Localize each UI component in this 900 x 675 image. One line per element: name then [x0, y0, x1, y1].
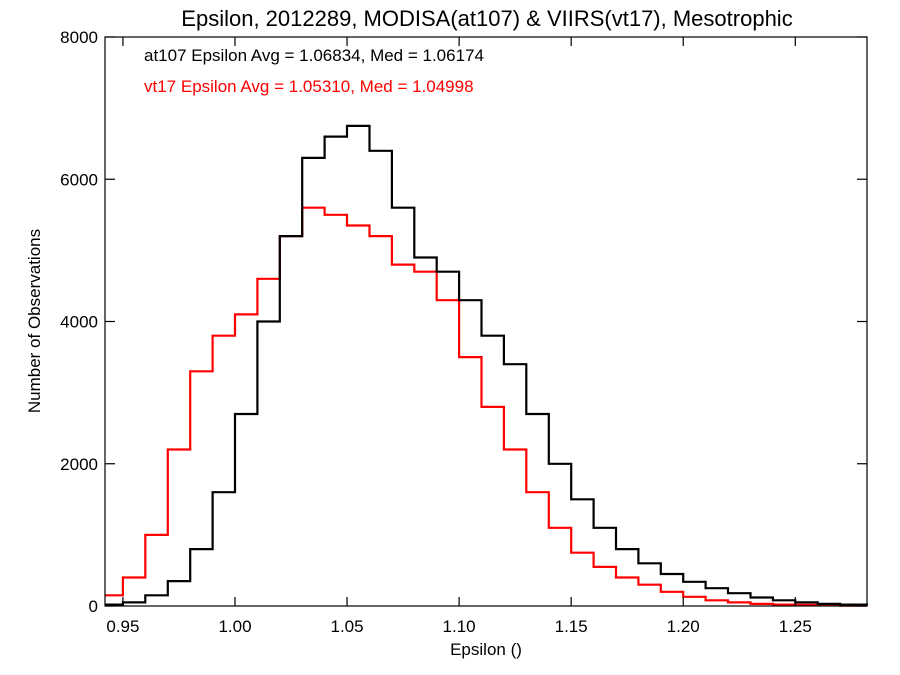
x-tick-label: 1.00 [218, 617, 251, 636]
annotation-vt17: vt17 Epsilon Avg = 1.05310, Med = 1.0499… [144, 77, 474, 96]
x-tick-label: 1.20 [667, 617, 700, 636]
y-tick-label: 6000 [60, 170, 98, 189]
y-axis-ticks: 0 2000 4000 6000 8000 [60, 28, 867, 616]
x-tick-label: 1.15 [555, 617, 588, 636]
x-tick-label: 1.25 [779, 617, 812, 636]
chart-title: Epsilon, 2012289, MODISA(at107) & VIIRS(… [181, 6, 792, 31]
x-axis-ticks: 0.95 1.00 1.05 1.10 1.15 1.20 1.25 [106, 37, 812, 636]
y-axis-label: Number of Observations [25, 229, 44, 413]
x-tick-label: 0.95 [106, 617, 139, 636]
y-tick-label: 2000 [60, 455, 98, 474]
series-layer [105, 124, 869, 607]
x-tick-label: 1.10 [443, 617, 476, 636]
annotation-at107: at107 Epsilon Avg = 1.06834, Med = 1.061… [144, 46, 484, 65]
series-line-at107 [105, 124, 869, 606]
y-tick-label: 4000 [60, 313, 98, 332]
series-line-vt17 [105, 206, 867, 607]
x-axis-label: Epsilon () [450, 640, 522, 659]
x-tick-label: 1.05 [331, 617, 364, 636]
y-tick-label: 8000 [60, 28, 98, 47]
y-tick-label: 0 [89, 597, 98, 616]
plot-frame [104, 36, 868, 607]
